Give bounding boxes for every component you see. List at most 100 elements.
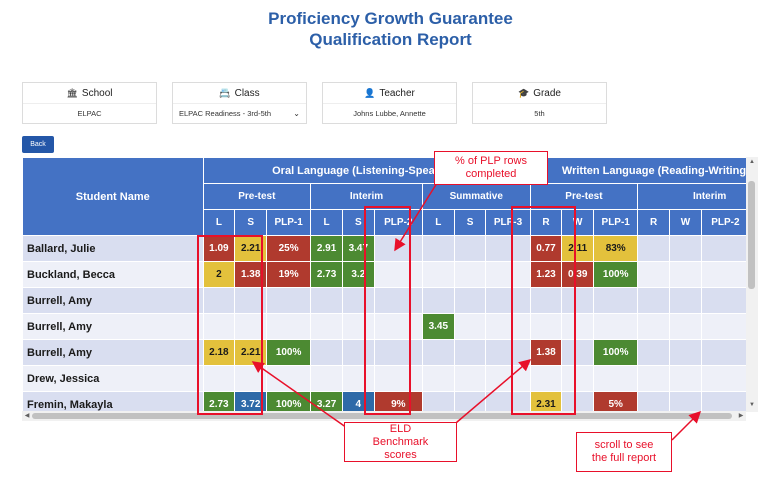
score-cell: 2.73 bbox=[310, 261, 343, 288]
score-cell bbox=[593, 287, 639, 314]
score-cell bbox=[485, 313, 531, 340]
score-cell bbox=[485, 339, 531, 366]
score-cell bbox=[453, 287, 487, 314]
score-cell bbox=[637, 235, 671, 262]
grade-label: Grade bbox=[533, 87, 561, 99]
graduation-cap-icon: 🎓 bbox=[517, 87, 530, 98]
column-header-s: S bbox=[341, 209, 375, 236]
score-cell: 9% bbox=[373, 391, 423, 412]
score-cell bbox=[700, 261, 751, 288]
class-select[interactable]: ELPAC Readiness - 3rd-5th ⌄ bbox=[173, 103, 306, 123]
vertical-scroll-thumb[interactable] bbox=[748, 181, 755, 289]
report-table-container[interactable]: Student Name Oral Language (Listening-Sp… bbox=[22, 157, 758, 412]
scroll-up-arrow-icon[interactable]: ▲ bbox=[749, 159, 755, 165]
column-header-l: L bbox=[310, 209, 343, 236]
score-cell bbox=[421, 261, 455, 288]
column-header-plp-1: PLP-1 bbox=[266, 209, 312, 236]
score-cell bbox=[637, 287, 671, 314]
back-button[interactable]: Back bbox=[22, 136, 54, 153]
score-cell: 2.21 bbox=[234, 339, 268, 366]
column-header-plp-2: PLP-2 bbox=[373, 209, 423, 236]
student-name-header: Student Name bbox=[22, 157, 204, 236]
score-cell bbox=[485, 287, 531, 314]
score-cell bbox=[453, 313, 487, 340]
score-cell: 3.47 bbox=[341, 235, 375, 262]
score-cell bbox=[341, 365, 375, 392]
score-cell: 100% bbox=[266, 339, 312, 366]
score-cell: 100% bbox=[593, 339, 639, 366]
report-table: Student Name Oral Language (Listening-Sp… bbox=[22, 157, 758, 412]
student-name-cell: Burrell, Amy bbox=[22, 313, 204, 340]
score-cell bbox=[453, 365, 487, 392]
subgroup-header: Interim bbox=[637, 183, 758, 210]
score-cell bbox=[310, 365, 343, 392]
student-name-cell: Burrell, Amy bbox=[22, 287, 204, 314]
horizontal-scroll-thumb[interactable] bbox=[32, 413, 732, 419]
school-value: ELPAC bbox=[23, 103, 156, 123]
subgroup-header: Pre-test bbox=[202, 183, 312, 210]
score-cell bbox=[669, 365, 702, 392]
score-cell: 3.45 bbox=[421, 313, 455, 340]
grade-value: 5th bbox=[473, 103, 606, 123]
score-cell bbox=[669, 391, 702, 412]
score-cell bbox=[373, 287, 423, 314]
score-cell: 25% bbox=[266, 235, 312, 262]
column-header-l: L bbox=[202, 209, 236, 236]
score-cell: 3.72 bbox=[234, 391, 268, 412]
subgroup-header: Pre-test bbox=[529, 183, 639, 210]
score-cell bbox=[485, 261, 531, 288]
score-cell bbox=[453, 235, 487, 262]
table-row: Burrell, Amy 2.18 2.21 100% 1.38 100% bbox=[22, 339, 758, 366]
score-cell bbox=[561, 365, 595, 392]
scroll-callout: scroll to see the full report bbox=[576, 432, 672, 472]
score-cell bbox=[700, 391, 751, 412]
score-cell: 2.31 bbox=[529, 391, 563, 412]
score-cell: 4 bbox=[341, 391, 375, 412]
score-cell bbox=[310, 287, 343, 314]
eld-callout: ELD Benchmark scores bbox=[344, 422, 457, 462]
score-cell: 2.73 bbox=[202, 391, 236, 412]
class-select-value: ELPAC Readiness - 3rd-5th bbox=[179, 109, 271, 118]
table-row: Ballard, Julie 1.09 2.21 25% 2.91 3.47 0.77 2.1… bbox=[22, 235, 758, 262]
class-label: Class bbox=[234, 87, 260, 99]
scroll-right-arrow-icon[interactable]: ▶ bbox=[738, 413, 744, 419]
score-cell bbox=[637, 339, 671, 366]
institution-icon: 🏛 bbox=[66, 87, 78, 98]
score-cell bbox=[421, 391, 455, 412]
score-cell: 5% bbox=[593, 391, 639, 412]
id-card-icon: 📇 bbox=[219, 87, 231, 98]
score-cell bbox=[485, 365, 531, 392]
student-name-cell: Burrell, Amy bbox=[22, 339, 204, 366]
score-cell bbox=[421, 287, 455, 314]
scroll-left-arrow-icon[interactable]: ◀ bbox=[24, 413, 30, 419]
score-cell: 100% bbox=[593, 261, 639, 288]
report-title: Proficiency Growth Guarantee Qualificati… bbox=[0, 8, 781, 50]
score-cell bbox=[341, 287, 375, 314]
score-cell bbox=[373, 235, 423, 262]
score-cell bbox=[341, 339, 375, 366]
class-filter[interactable]: 📇 Class ELPAC Readiness - 3rd-5th ⌄ bbox=[172, 82, 307, 124]
score-cell bbox=[529, 365, 563, 392]
student-name-cell: Ballard, Julie bbox=[22, 235, 204, 262]
score-cell bbox=[669, 235, 702, 262]
score-cell bbox=[669, 261, 702, 288]
score-cell: 3.27 bbox=[310, 391, 343, 412]
score-cell: 83% bbox=[593, 235, 639, 262]
user-icon: 👤 bbox=[364, 87, 376, 98]
chevron-down-icon: ⌄ bbox=[293, 109, 300, 118]
score-cell bbox=[700, 313, 751, 340]
score-cell bbox=[529, 313, 563, 340]
score-cell bbox=[202, 313, 236, 340]
score-cell bbox=[421, 365, 455, 392]
score-cell bbox=[266, 313, 312, 340]
table-row: Burrell, Amy bbox=[22, 287, 758, 314]
column-header-plp-2: PLP-2 bbox=[700, 209, 751, 236]
score-cell bbox=[234, 287, 268, 314]
score-cell bbox=[593, 313, 639, 340]
score-cell: 0.39 bbox=[561, 261, 595, 288]
score-cell bbox=[453, 339, 487, 366]
score-cell: 2.11 bbox=[561, 235, 595, 262]
scroll-down-arrow-icon[interactable]: ▼ bbox=[749, 402, 755, 408]
column-header-plp-3: PLP-3 bbox=[485, 209, 531, 236]
report-title-line1: Proficiency Growth Guarantee bbox=[268, 9, 513, 28]
